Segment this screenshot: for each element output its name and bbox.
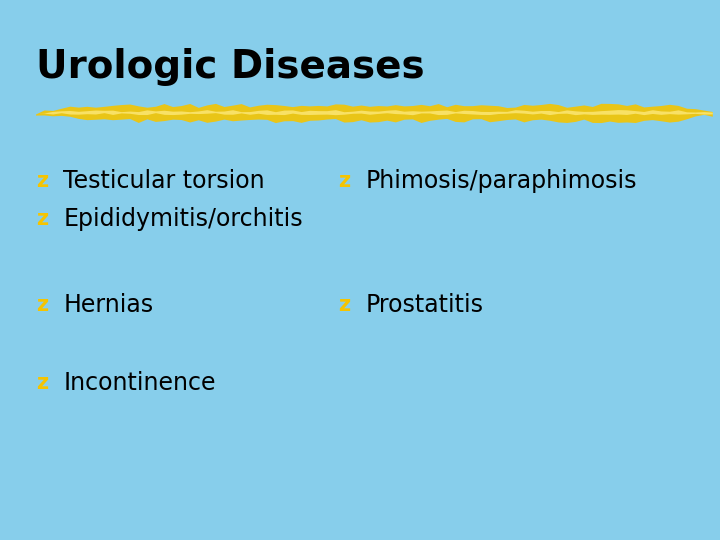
- Text: z: z: [36, 171, 48, 191]
- Text: Phimosis/paraphimosis: Phimosis/paraphimosis: [366, 169, 637, 193]
- Polygon shape: [36, 110, 713, 115]
- Text: Hernias: Hernias: [63, 293, 153, 317]
- Text: Epididymitis/orchitis: Epididymitis/orchitis: [63, 207, 303, 231]
- Polygon shape: [36, 104, 713, 123]
- Text: Urologic Diseases: Urologic Diseases: [36, 49, 425, 86]
- Text: z: z: [36, 373, 48, 394]
- Text: z: z: [338, 171, 351, 191]
- Text: z: z: [36, 295, 48, 315]
- Text: Incontinence: Incontinence: [63, 372, 216, 395]
- Text: z: z: [338, 295, 351, 315]
- Text: z: z: [36, 208, 48, 229]
- Text: Prostatitis: Prostatitis: [366, 293, 484, 317]
- Text: Testicular torsion: Testicular torsion: [63, 169, 265, 193]
